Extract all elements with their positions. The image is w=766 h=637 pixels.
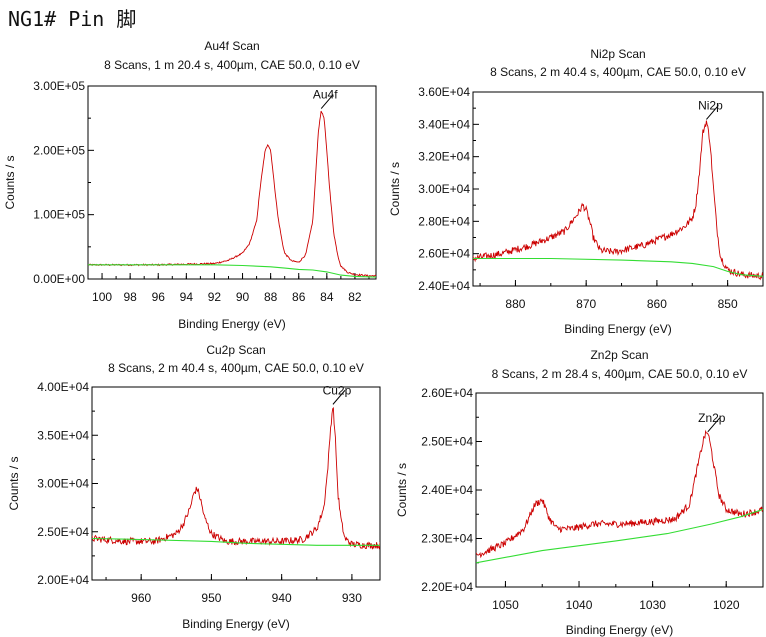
y-tick-label: 2.80E+04 (418, 214, 470, 228)
background-line (473, 257, 763, 277)
y-tick-label: 4.00E+04 (37, 380, 89, 394)
x-tick-label: 90 (236, 290, 250, 304)
y-tick-label: 3.50E+04 (37, 428, 89, 442)
y-axis-label: Counts / s (3, 155, 17, 209)
y-tick-label: 2.50E+04 (421, 435, 473, 449)
chart-subtitle: 8 Scans, 2 m 40.4 s, 400µm, CAE 50.0, 0.… (108, 361, 364, 375)
y-tick-label: 3.20E+04 (418, 150, 470, 164)
y-tick-label: 1.00E+05 (33, 208, 85, 222)
x-axis-label: Binding Energy (eV) (564, 322, 671, 336)
y-tick-label: 0.00E+00 (33, 272, 85, 286)
x-tick-label: 100 (92, 290, 112, 304)
chart-panel-1: Au4f Scan 8 Scans, 1 m 20.4 s, 400µm, CAE… (3, 39, 377, 331)
chart-subtitle: 8 Scans, 2 m 28.4 s, 400µm, CAE 50.0, 0.… (492, 367, 748, 381)
y-tick-label: 3.40E+04 (418, 117, 470, 131)
plot-frame (87, 85, 377, 280)
peak-leader-line (320, 94, 334, 109)
x-tick-label: 92 (208, 290, 222, 304)
page-title: NG1# Pin 脚 (8, 7, 137, 31)
chart-title: Zn2p Scan (590, 348, 648, 362)
x-tick-label: 94 (180, 290, 194, 304)
x-axis-label: Binding Energy (eV) (182, 617, 289, 631)
x-tick-label: 84 (320, 290, 334, 304)
chart-subtitle: 8 Scans, 1 m 20.4 s, 400µm, CAE 50.0, 0.… (104, 58, 360, 72)
y-tick-label: 2.20E+04 (421, 580, 473, 594)
peak-label: Zn2p (698, 411, 726, 425)
y-axis-label: Counts / s (388, 162, 402, 216)
x-tick-label: 850 (718, 297, 738, 311)
y-tick-label: 2.40E+04 (421, 483, 473, 497)
x-tick-label: 82 (348, 290, 362, 304)
spectrum-line (476, 429, 763, 559)
y-tick-label: 2.60E+04 (421, 386, 473, 400)
spectrum-line (88, 110, 376, 278)
x-tick-label: 880 (505, 297, 525, 311)
y-tick-label: 2.40E+04 (418, 279, 470, 293)
x-tick-label: 940 (272, 591, 292, 605)
chart-title: Ni2p Scan (590, 47, 645, 61)
plot-frame (91, 386, 381, 581)
peak-label: Au4f (313, 88, 338, 102)
peak-label: Cu2p (323, 383, 352, 397)
plot-frame (472, 91, 764, 287)
chart-panel-4: Zn2p Scan 8 Scans, 2 m 28.4 s, 400µm, CAE… (395, 348, 764, 637)
y-tick-label: 3.60E+04 (418, 85, 470, 99)
y-axis-label: Counts / s (395, 463, 409, 517)
chart-title: Au4f Scan (204, 39, 259, 53)
y-tick-label: 2.00E+04 (37, 573, 89, 587)
x-tick-label: 870 (576, 297, 596, 311)
x-tick-label: 860 (647, 297, 667, 311)
spectrum-line (92, 406, 380, 550)
x-tick-label: 86 (292, 290, 306, 304)
chart-panel-2: Ni2p Scan 8 Scans, 2 m 40.4 s, 400µm, CAE… (388, 47, 764, 336)
chart-title: Cu2p Scan (206, 343, 265, 357)
peak-leader-line (332, 390, 346, 405)
x-tick-label: 930 (342, 591, 362, 605)
peak-label: Ni2p (698, 98, 723, 112)
y-tick-label: 2.30E+04 (421, 532, 473, 546)
x-tick-label: 1040 (566, 598, 593, 612)
peak-leader-line (706, 105, 719, 120)
y-tick-label: 2.60E+04 (418, 247, 470, 261)
x-axis-label: Binding Energy (eV) (178, 317, 285, 331)
chart-subtitle: 8 Scans, 2 m 40.4 s, 400µm, CAE 50.0, 0.… (490, 65, 746, 79)
chart-panel-3: Cu2p Scan 8 Scans, 2 m 40.4 s, 400µm, CAE… (7, 343, 381, 631)
background-line (88, 264, 376, 278)
peak-leader-line (707, 417, 721, 433)
background-line (476, 508, 763, 564)
y-tick-label: 2.50E+04 (37, 525, 89, 539)
y-tick-label: 3.00E+04 (37, 477, 89, 491)
y-tick-label: 2.00E+05 (33, 143, 85, 157)
background-line (92, 537, 380, 546)
y-tick-label: 3.00E+05 (33, 79, 85, 93)
spectrum-line (473, 120, 763, 281)
x-tick-label: 98 (123, 290, 137, 304)
y-tick-label: 3.00E+04 (418, 182, 470, 196)
x-tick-label: 1030 (639, 598, 666, 612)
x-tick-label: 88 (264, 290, 278, 304)
y-axis-label: Counts / s (7, 456, 21, 510)
x-tick-label: 950 (201, 591, 221, 605)
x-tick-label: 96 (152, 290, 166, 304)
x-tick-label: 1050 (492, 598, 519, 612)
x-tick-label: 1020 (713, 598, 740, 612)
x-tick-label: 960 (131, 591, 151, 605)
x-axis-label: Binding Energy (eV) (566, 623, 673, 637)
